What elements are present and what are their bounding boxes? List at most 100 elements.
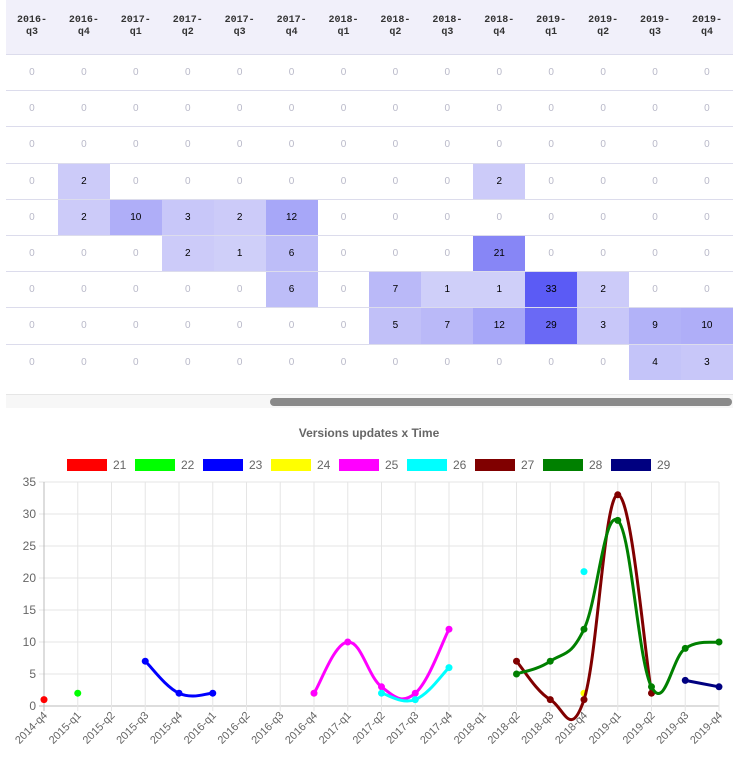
heatmap-cell: 0 — [184, 103, 191, 115]
heatmap-column-header: 2018- q1 — [328, 15, 359, 38]
legend-item[interactable]: 25 — [339, 458, 399, 472]
y-tick-label: 10 — [23, 635, 37, 649]
heatmap-cell: 1 — [473, 272, 526, 308]
data-point[interactable] — [40, 696, 48, 704]
x-tick-label: 2015-q1 — [47, 710, 84, 747]
legend-label: 29 — [657, 458, 671, 472]
series-23 — [141, 657, 217, 698]
chart-title: Versions updates x Time — [299, 426, 440, 440]
heatmap-cell: 2 — [473, 163, 526, 199]
scrollbar-thumb[interactable] — [270, 398, 732, 406]
heatmap-cell: 33 — [525, 272, 578, 308]
data-point[interactable] — [715, 638, 723, 646]
heatmap-cell: 21 — [473, 235, 526, 272]
heatmap-cell: 0 — [29, 248, 35, 260]
data-point[interactable] — [141, 657, 149, 665]
heatmap-column-header: 2016- q3 — [16, 15, 47, 38]
legend-label: 28 — [589, 458, 603, 472]
heatmap-cell: 0 — [340, 356, 347, 368]
data-point[interactable] — [681, 644, 689, 652]
heatmap-cell: 0 — [600, 175, 606, 187]
legend-item[interactable]: 26 — [407, 458, 467, 472]
heatmap-cell: 0 — [496, 139, 503, 151]
data-point[interactable] — [513, 670, 520, 678]
heatmap-cell: 0 — [340, 103, 347, 115]
data-point[interactable] — [344, 638, 352, 646]
heatmap-cell: 0 — [652, 248, 658, 260]
heatmap-cell: 6 — [265, 272, 318, 308]
heatmap-cell: 0 — [133, 175, 139, 187]
data-point[interactable] — [648, 683, 655, 691]
data-point[interactable] — [715, 683, 723, 691]
data-point[interactable] — [74, 689, 82, 697]
heatmap-cell: 0 — [236, 139, 243, 151]
heatmap-cell: 0 — [704, 284, 710, 296]
legend-item[interactable]: 28 — [543, 458, 603, 472]
legend-label: 24 — [317, 458, 331, 472]
heatmap-cell: 0 — [288, 175, 295, 187]
heatmap-cell: 3 — [680, 344, 733, 380]
heatmap-cell: 0 — [600, 103, 606, 115]
data-point[interactable] — [546, 696, 554, 704]
data-point[interactable] — [580, 696, 588, 704]
heatmap-cell: 0 — [444, 211, 451, 223]
data-point[interactable] — [580, 568, 588, 576]
heatmap-cell: 0 — [444, 248, 451, 260]
x-tick-label: 2015-q3 — [114, 710, 151, 747]
x-tick-label: 2017-q2 — [351, 710, 388, 747]
horizontal-scrollbar[interactable] — [6, 394, 733, 408]
x-tick-label: 2017-q4 — [418, 710, 455, 747]
data-point[interactable] — [614, 516, 622, 524]
heatmap-cell: 29 — [525, 308, 578, 344]
data-point[interactable] — [411, 696, 419, 704]
y-tick-label: 30 — [23, 507, 37, 521]
heatmap-cell: 0 — [236, 320, 243, 332]
x-tick-label: 2015-q4 — [148, 710, 185, 747]
data-point[interactable] — [310, 689, 318, 697]
heatmap-cell: 0 — [600, 139, 606, 151]
heatmap-header-row: 2016- q3 2016- q4 2017- q1 2017- q2 2017- q3… — [6, 0, 733, 54]
legend-label: 23 — [249, 458, 263, 472]
x-tick-label: 2016-q4 — [283, 710, 320, 747]
data-point[interactable] — [614, 491, 622, 499]
data-point[interactable] — [546, 657, 554, 665]
heatmap-cell: 0 — [81, 139, 87, 151]
x-tick-label: 2018-q3 — [519, 710, 556, 747]
data-point[interactable] — [411, 689, 419, 697]
data-point[interactable] — [580, 625, 588, 633]
heatmap-column-header: 2017- q2 — [172, 15, 203, 38]
heatmap-column-header: 2019- q3 — [640, 15, 671, 38]
data-point[interactable] — [175, 689, 183, 697]
heatmap-cell: 0 — [133, 356, 139, 368]
heatmap-cell: 0 — [652, 103, 658, 115]
heatmap-cell: 0 — [29, 320, 35, 332]
legend-swatch — [67, 459, 107, 471]
data-point[interactable] — [378, 683, 385, 691]
legend-item[interactable]: 21 — [67, 458, 127, 472]
heatmap-cell: 4 — [629, 344, 681, 380]
heatmap-cell: 12 — [473, 308, 526, 344]
heatmap-cell: 0 — [444, 103, 451, 115]
legend-item[interactable]: 22 — [135, 458, 195, 472]
heatmap-cell: 0 — [29, 211, 35, 223]
legend-item[interactable]: 29 — [611, 458, 671, 472]
series-line — [684, 678, 720, 689]
data-point[interactable] — [681, 676, 689, 684]
heatmap-row: 0 0 0 0 0 0 0 0 0 0 0 0 0 0 — [6, 90, 733, 126]
legend-item[interactable]: 24 — [271, 458, 331, 472]
heatmap-cell: 0 — [133, 67, 139, 79]
heatmap-cell: 0 — [81, 248, 87, 260]
data-point[interactable] — [445, 664, 453, 672]
heatmap-cell: 1 — [421, 272, 474, 308]
heatmap-cell: 0 — [704, 211, 710, 223]
data-point[interactable] — [513, 657, 520, 665]
legend-item[interactable]: 23 — [203, 458, 263, 472]
legend-item[interactable]: 27 — [475, 458, 535, 472]
legend-swatch — [271, 459, 311, 471]
heatmap-cell: 0 — [81, 103, 87, 115]
heatmap-cell: 9 — [629, 308, 681, 344]
data-point[interactable] — [209, 689, 217, 697]
data-point[interactable] — [445, 625, 453, 633]
data-point[interactable] — [378, 689, 385, 697]
heatmap-cell: 0 — [548, 356, 554, 368]
